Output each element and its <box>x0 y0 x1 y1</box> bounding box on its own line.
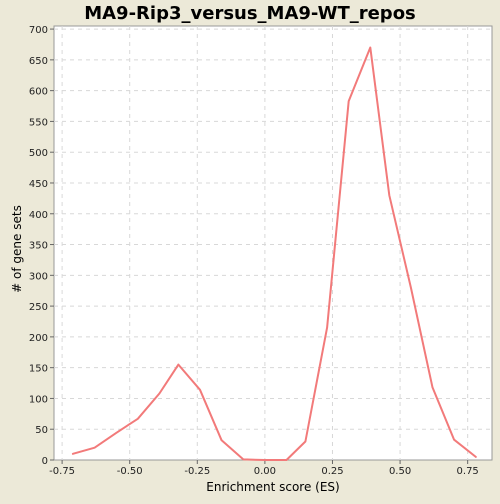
chart-title: MA9-Rip3_versus_MA9-WT_repos <box>84 3 416 24</box>
x-tick-label: 0.75 <box>457 466 479 477</box>
y-tick-label: 700 <box>29 25 48 36</box>
y-tick-label: 300 <box>29 271 48 282</box>
grid-lines <box>54 26 492 460</box>
x-axis-label: Enrichment score (ES) <box>206 480 339 494</box>
x-tick-label: 0.00 <box>254 466 276 477</box>
plot-area <box>53 25 493 461</box>
y-tick-label: 150 <box>29 364 48 375</box>
y-tick-label: 250 <box>29 302 48 313</box>
axis-ticks: 0 50 100 150 200 250 300 350 400 450 500 550 600 650 7… <box>29 25 479 477</box>
y-tick-label: 200 <box>29 333 48 344</box>
y-tick-label: 400 <box>29 210 48 221</box>
y-tick-label: 350 <box>29 241 48 252</box>
series-line <box>71 46 477 461</box>
y-tick-label: 450 <box>29 179 48 190</box>
y-tick-label: 550 <box>29 117 48 128</box>
y-tick-label: 50 <box>35 425 48 436</box>
x-tick-label: 0.50 <box>389 466 411 477</box>
x-tick-label: -0.50 <box>117 466 143 477</box>
y-axis-label: # of gene sets <box>10 205 24 293</box>
x-tick-label: -0.25 <box>184 466 210 477</box>
y-tick-label: 600 <box>29 87 48 98</box>
y-tick-label: 0 <box>42 456 48 467</box>
x-tick-label: -0.75 <box>49 466 75 477</box>
y-tick-label: 500 <box>29 148 48 159</box>
x-tick-label: 0.25 <box>321 466 343 477</box>
y-tick-label: 100 <box>29 394 48 405</box>
y-tick-label: 650 <box>29 56 48 67</box>
